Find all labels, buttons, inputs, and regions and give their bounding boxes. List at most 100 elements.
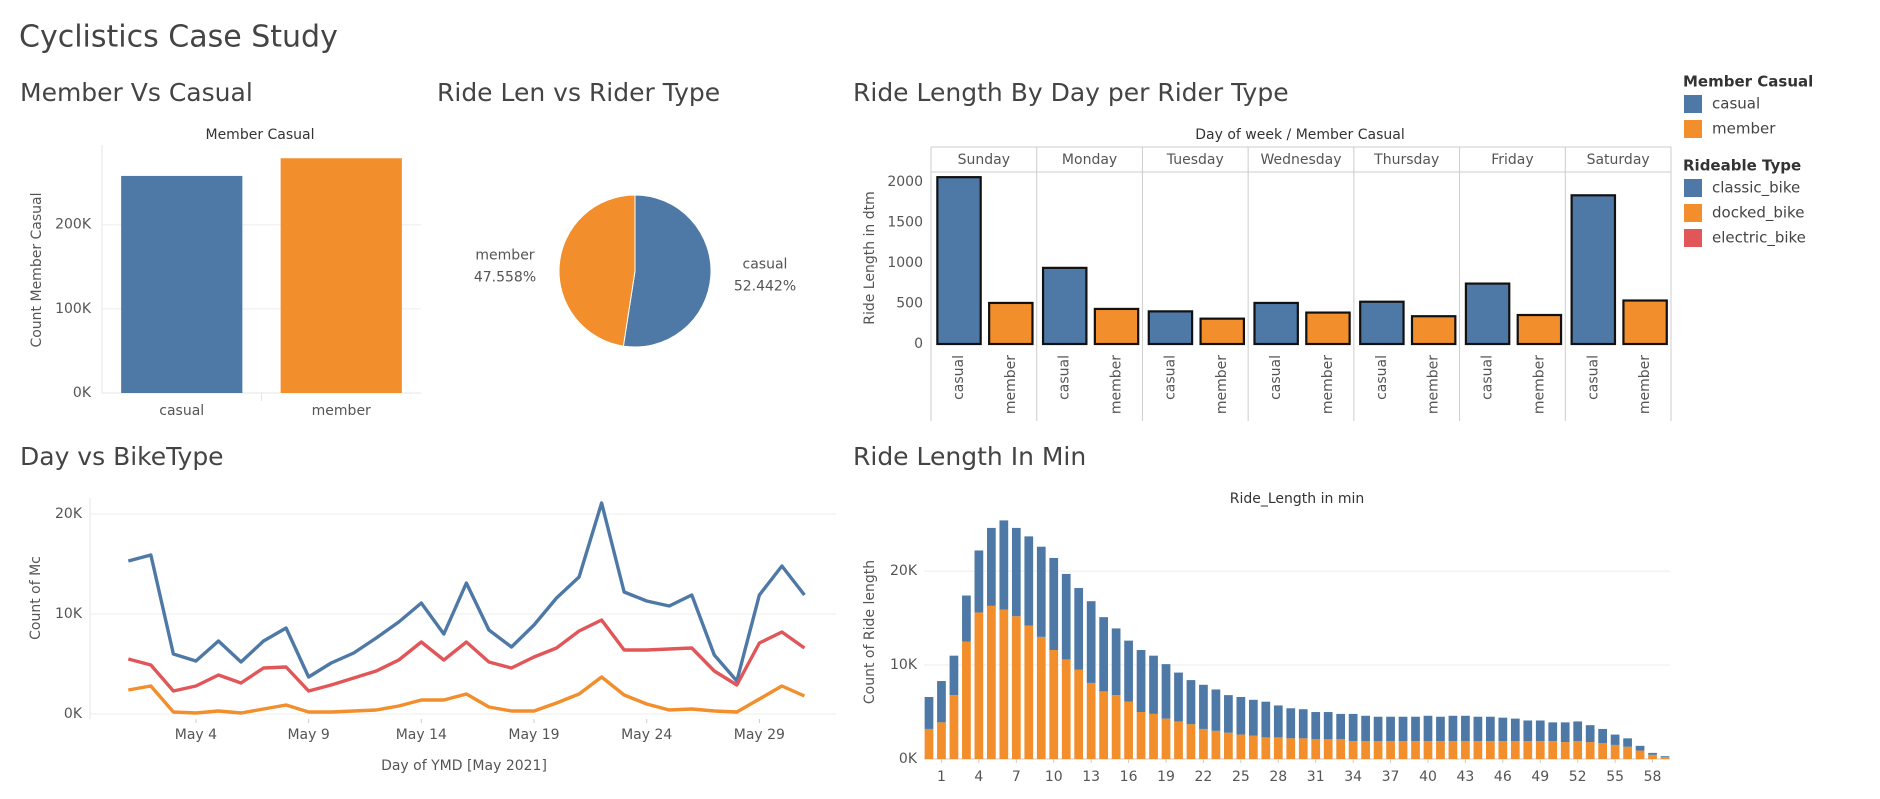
bar <box>988 301 1034 346</box>
bar <box>1359 300 1405 346</box>
bar-segment <box>1386 716 1395 742</box>
y-tick-label: 100K <box>55 301 92 317</box>
page-title: Cyclistics Case Study <box>19 20 338 55</box>
y-tick-label: 2000 <box>887 174 923 190</box>
bar-segment <box>1236 697 1246 735</box>
x-tick-label: 52 <box>1569 769 1587 785</box>
x-tick-label: 13 <box>1082 769 1100 785</box>
x-tick-label: 31 <box>1307 769 1325 785</box>
bar-segment <box>1336 739 1346 759</box>
bar-segment <box>962 595 971 642</box>
x-tick-label: 19 <box>1157 769 1175 785</box>
bar-segment <box>1623 738 1632 747</box>
bar-segment <box>1161 718 1171 759</box>
x-tick-label: 58 <box>1644 769 1662 785</box>
x-tick-label: 10 <box>1045 769 1063 785</box>
bar-segment <box>1036 636 1046 759</box>
chart-title: Member Vs Casual <box>20 78 253 107</box>
bar <box>121 175 243 393</box>
bar-segment <box>986 527 996 606</box>
bar-segment <box>1011 527 1021 617</box>
bar-segment <box>1136 650 1146 713</box>
x-tick-label: 4 <box>974 769 983 785</box>
bar-segment <box>1660 757 1670 759</box>
bar-segment <box>1348 741 1358 759</box>
bar-segment <box>999 609 1009 759</box>
bar-segment <box>1548 722 1558 742</box>
y-tick-label: 0 <box>914 336 923 352</box>
chart-title: Ride Length In Min <box>853 442 1086 471</box>
bar-segment <box>1510 741 1520 759</box>
x-tick-label: casual <box>1162 355 1178 400</box>
bar-segment <box>1373 741 1383 759</box>
bar-segment <box>1535 720 1545 742</box>
pie-value-label: 52.442% <box>734 279 796 295</box>
bar-segment <box>1498 741 1508 759</box>
bar-segment <box>1124 701 1133 759</box>
bar-segment <box>1560 742 1570 759</box>
x-tick-label: May 19 <box>508 727 559 743</box>
bar-segment <box>1024 536 1034 626</box>
bar-segment <box>1323 739 1333 759</box>
bar-segment <box>974 550 984 613</box>
bar-segment <box>1448 715 1458 742</box>
bar-segment <box>1398 716 1408 742</box>
bar-segment <box>1361 715 1370 742</box>
bar-segment <box>1286 708 1296 739</box>
bar-segment <box>1448 741 1458 759</box>
bar <box>1093 307 1140 346</box>
bar-segment <box>1598 743 1608 759</box>
legend-swatch <box>1684 120 1702 138</box>
bar-segment <box>1224 695 1233 733</box>
y-tick-label: 200K <box>55 217 92 233</box>
bar-segment <box>1648 752 1657 755</box>
bar <box>1570 194 1617 346</box>
bar-segment <box>1149 713 1158 759</box>
x-tick-label: casual <box>1480 355 1496 400</box>
bar-segment <box>1298 738 1308 759</box>
bar-segment <box>1086 601 1096 683</box>
y-tick-label: 1500 <box>887 215 923 231</box>
bar <box>936 176 982 346</box>
bar-segment <box>1074 669 1084 759</box>
y-tick-label: 10K <box>890 657 918 673</box>
legend-label: classic_bike <box>1712 179 1800 198</box>
x-tick-label: member <box>1109 355 1125 414</box>
x-tick-label: casual <box>1268 355 1284 400</box>
x-tick-label: 49 <box>1531 769 1549 785</box>
bar-segment <box>1186 680 1196 725</box>
bar-segment <box>1510 718 1520 742</box>
legend-label: electric_bike <box>1712 229 1806 248</box>
bar-segment <box>1111 695 1121 759</box>
day-header: Sunday <box>958 152 1010 168</box>
bar-segment <box>1473 741 1483 759</box>
chart-header: Ride_Length in min <box>1230 491 1364 507</box>
bar-segment <box>1224 732 1233 759</box>
x-tick-label: casual <box>1374 355 1390 400</box>
y-tick-label: 1000 <box>887 255 923 271</box>
day-header: Monday <box>1062 152 1117 168</box>
x-tick-label: 25 <box>1232 769 1250 785</box>
bar-segment <box>1086 682 1096 759</box>
day-header: Tuesday <box>1166 152 1224 168</box>
y-tick-label: 500 <box>896 296 923 312</box>
bar-segment <box>1311 712 1321 740</box>
legend-swatch <box>1684 179 1702 197</box>
chart-title: Day vs BikeType <box>20 442 224 471</box>
y-axis-label: Count Member Casual <box>29 192 45 347</box>
y-tick-label: 0K <box>64 706 83 722</box>
bar-segment <box>1411 716 1420 742</box>
bar-segment <box>1660 756 1670 758</box>
x-tick-label: May 29 <box>734 727 785 743</box>
bar-segment <box>924 728 934 759</box>
bar-segment <box>1248 699 1258 736</box>
bar-segment <box>1523 741 1533 759</box>
legend-title: Member Casual <box>1683 73 1813 91</box>
bar <box>280 158 402 393</box>
bar-segment <box>1174 672 1183 722</box>
bar-segment <box>1423 715 1433 742</box>
bar-segment <box>1049 557 1059 651</box>
bar-segment <box>1598 728 1608 744</box>
